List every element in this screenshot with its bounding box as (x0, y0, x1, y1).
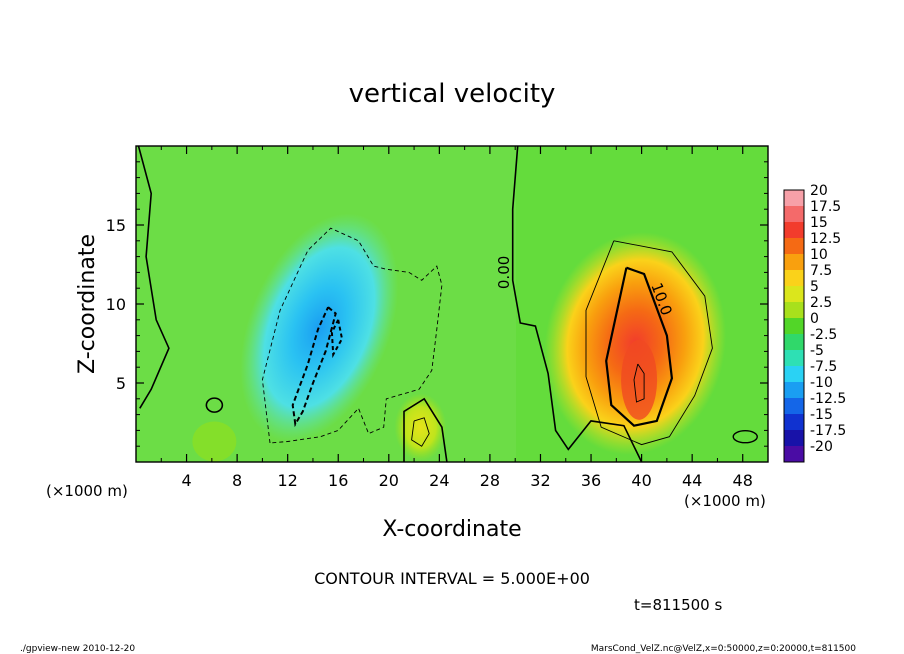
x-unit-left: (×1000 m) (46, 482, 128, 500)
colorbar-swatch (784, 414, 804, 431)
colorbar-label: -10 (810, 375, 833, 391)
contour-interval: CONTOUR INTERVAL = 5.000E+00 (314, 569, 590, 588)
y-tick-label: 5 (116, 374, 126, 393)
colorbar-label: 0 (810, 311, 819, 327)
colorbar-swatch (784, 286, 804, 303)
contour-zero-loop-right (732, 430, 758, 444)
colorbar-label: 7.5 (810, 263, 832, 279)
chart-title: vertical velocity (349, 79, 556, 109)
x-tick-label: 12 (278, 471, 298, 490)
x-tick-label: 36 (581, 471, 601, 490)
time-label: t=811500 s (634, 596, 722, 614)
colorbar-frame (783, 189, 805, 463)
colorbar-label: 17.5 (810, 199, 841, 215)
y-tick-label: 15 (106, 216, 126, 235)
contour-zero-loop (205, 397, 224, 413)
colorbar-label: 12.5 (810, 231, 841, 247)
colorbar-swatch (784, 190, 804, 207)
footer-left: ./gpview-new 2010-12-20 (20, 644, 135, 654)
colorbar-swatch (784, 446, 804, 463)
contour-plus-10 (605, 266, 674, 427)
updraft-core (621, 339, 658, 420)
colorbar-swatch (784, 222, 804, 239)
weak-updraft-region (192, 421, 237, 462)
contour-plus-5 (585, 240, 713, 446)
x-tick-label: 48 (733, 471, 753, 490)
colorbar-label: -5 (810, 343, 824, 359)
colorbar-swatch (784, 430, 804, 447)
contour-plus-5-small (411, 417, 430, 447)
contour-zero-middle (511, 146, 643, 462)
colorbar-swatch (784, 270, 804, 287)
x-tick-label: 32 (530, 471, 550, 490)
contour-minus-10-small (330, 319, 344, 359)
contour-zero-bump (403, 397, 448, 462)
x-unit-right: (×1000 m) (684, 492, 766, 510)
colorbar-label: -12.5 (810, 391, 846, 407)
colorbar-label: 20 (810, 183, 828, 199)
colorbar-swatch (784, 238, 804, 255)
y-tick-label: 10 (106, 295, 126, 314)
x-tick-label: 16 (328, 471, 348, 490)
colorbar-swatch (784, 350, 804, 367)
colorbar-swatch (784, 206, 804, 223)
x-tick-label: 28 (480, 471, 500, 490)
colorbar-swatch (784, 334, 804, 351)
x-tick-label: 20 (379, 471, 399, 490)
colorbar-label: 10 (810, 247, 828, 263)
footer-right: MarsCond_VelZ.nc@VelZ,x=0:50000,z=0:2000… (591, 644, 856, 654)
colorbar-swatch (784, 382, 804, 399)
colorbar-swatch (784, 254, 804, 271)
x-tick-label: 4 (181, 471, 191, 490)
colorbar-label: -20 (810, 439, 833, 455)
x-axis-label: X-coordinate (382, 517, 521, 542)
colorbar-label: -2.5 (810, 327, 837, 343)
colorbar-label: 5 (810, 279, 819, 295)
x-tick-label: 24 (429, 471, 449, 490)
downdraft-region (240, 213, 399, 443)
colorbar-swatch (784, 318, 804, 335)
contour-minus-10 (291, 306, 337, 428)
colorbar-swatch (784, 302, 804, 319)
contour-label: 0.00 (495, 256, 513, 289)
colorbar-swatch (784, 398, 804, 415)
colorbar-swatch (784, 366, 804, 383)
x-tick-label: 40 (631, 471, 651, 490)
contour-zero-left (137, 146, 170, 409)
contour-minus-5 (261, 227, 443, 444)
colorbar-label: -17.5 (810, 423, 846, 439)
x-tick-label: 8 (232, 471, 242, 490)
small-updraft-region (394, 393, 447, 462)
colorbar-label: -7.5 (810, 359, 837, 375)
colorbar-label: 15 (810, 215, 828, 231)
colorbar-label: 2.5 (810, 295, 832, 311)
y-axis-label: Z-coordinate (75, 234, 100, 374)
x-tick-label: 44 (682, 471, 702, 490)
colorbar-label: -15 (810, 407, 833, 423)
contour-plus-15 (633, 363, 645, 403)
